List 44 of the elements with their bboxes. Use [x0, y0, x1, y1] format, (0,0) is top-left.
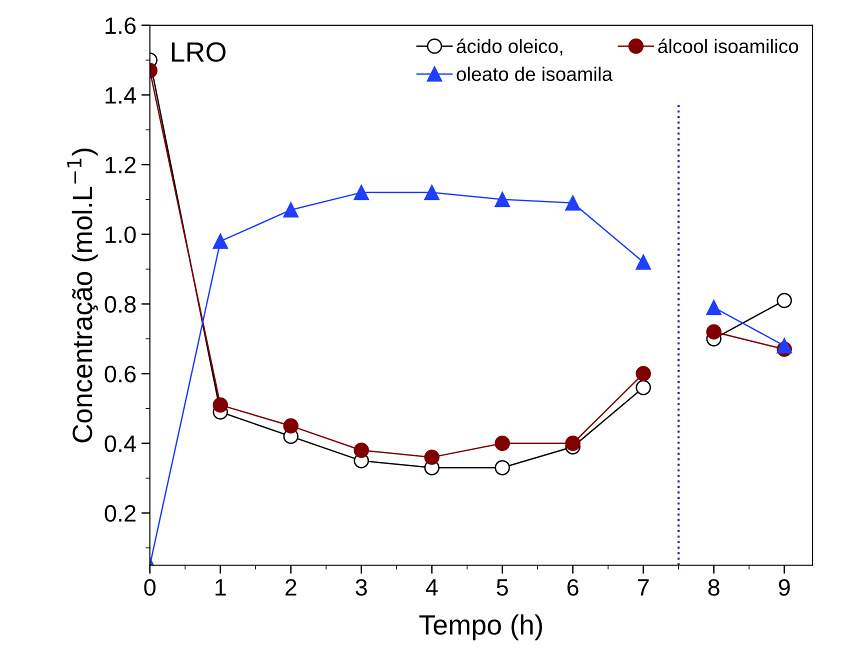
- legend-label: álcool isoamilico: [658, 38, 798, 54]
- x-axis-title: Tempo (h): [419, 614, 542, 640]
- point: [424, 184, 440, 200]
- point: [565, 436, 580, 451]
- point: [494, 460, 510, 476]
- y-tick-label: 1.4: [106, 87, 136, 104]
- y-tick-label: 1.2: [106, 156, 136, 174]
- x-tick-label: 0: [144, 579, 156, 596]
- point: [283, 418, 299, 434]
- point: [354, 184, 369, 200]
- point: [494, 436, 510, 451]
- y-tick-label: 0.8: [104, 296, 136, 313]
- x-tick-label: 3: [356, 579, 367, 596]
- point: [636, 380, 651, 396]
- y-tick-label: 0.6: [104, 366, 136, 382]
- legend-label: ácido oleico,: [456, 38, 562, 56]
- point: [212, 234, 228, 249]
- y-tick-label: 0.4: [104, 435, 136, 452]
- annotation: LRO: [172, 42, 226, 62]
- x-tick-label: 1: [216, 579, 226, 596]
- point: [776, 292, 792, 308]
- y-axis-title: Concentração (mol.L$^{−1}$): [67, 148, 98, 442]
- point: [424, 450, 440, 465]
- x-tick-label: 6: [567, 579, 578, 596]
- point: [354, 442, 369, 458]
- point: [636, 366, 651, 382]
- x-tick-label: 4: [426, 579, 438, 596]
- point: [636, 254, 651, 270]
- x-tick-label: 8: [708, 579, 720, 596]
- legend-label: oleato de isoamila: [456, 66, 613, 82]
- y-tick-label: 1.6: [106, 17, 136, 34]
- point: [565, 195, 580, 211]
- x-tick-label: 9: [778, 579, 790, 596]
- point: [706, 300, 722, 316]
- y-tick-label: 1.0: [106, 226, 136, 244]
- point: [494, 192, 510, 208]
- x-tick-label: 2: [285, 579, 296, 596]
- point: [776, 338, 792, 354]
- point: [283, 202, 299, 218]
- y-tick-label: 0.2: [104, 505, 136, 522]
- point: [212, 397, 228, 413]
- point: [706, 324, 722, 340]
- x-tick-label: 5: [496, 579, 508, 596]
- x-tick-label: 7: [638, 579, 649, 596]
